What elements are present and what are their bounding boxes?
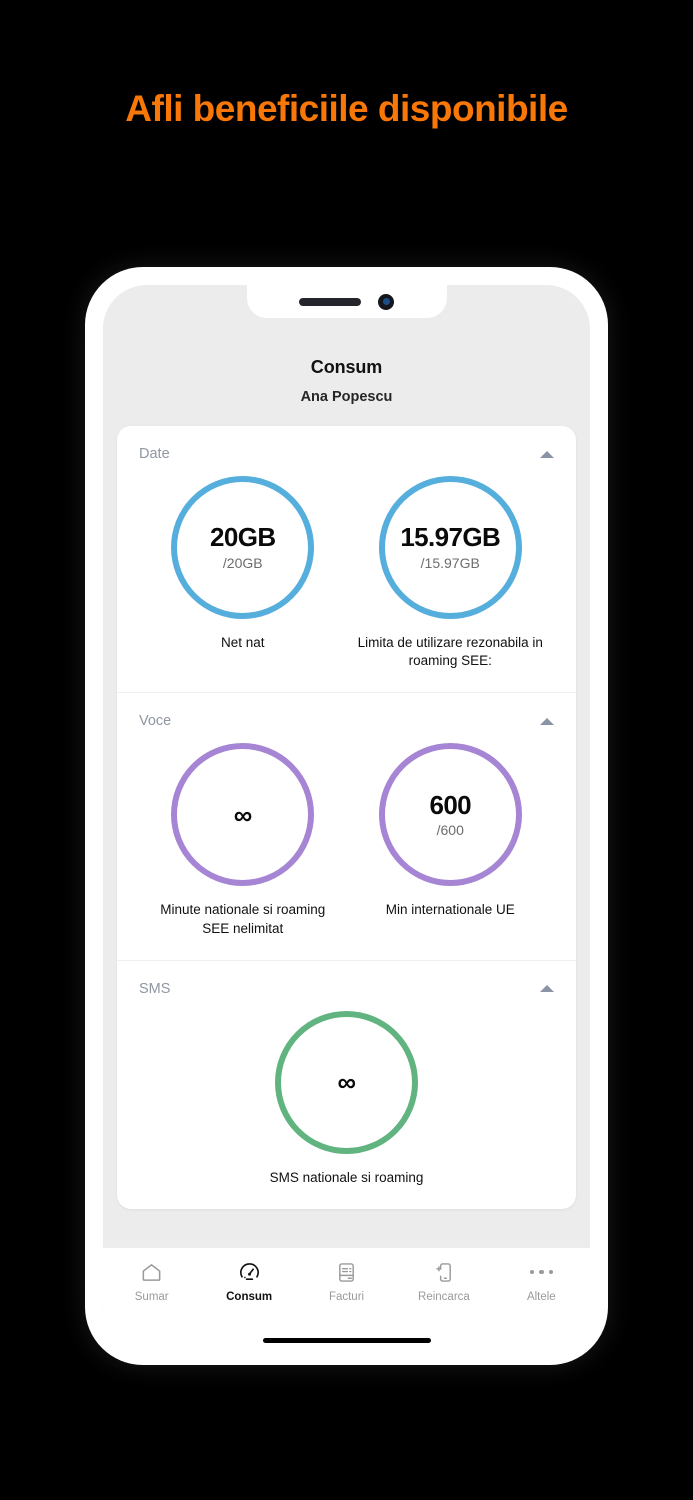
usage-value: 20GB [209, 522, 276, 553]
usage-total: /20GB [222, 554, 263, 571]
donut-item: ∞ SMS nationale si roaming [252, 1010, 442, 1187]
gauge-icon [238, 1260, 261, 1284]
usage-ring: 20GB /20GB [171, 476, 315, 619]
tab-consum[interactable]: Consum [200, 1260, 297, 1303]
section-date: Date 20GB /20GB Net nat 15.97GB [117, 426, 576, 692]
usage-label: Net nat [220, 635, 265, 650]
bottom-navigation: Sumar Consum [103, 1247, 590, 1347]
usage-ring: 600 /600 [378, 743, 522, 887]
phone-frame: Consum Ana Popescu Date 20GB /20GB Net n… [85, 267, 608, 1365]
camera-lens [382, 298, 390, 305]
chevron-up-icon[interactable] [540, 985, 554, 993]
front-camera-icon [378, 293, 394, 310]
tab-sumar[interactable]: Sumar [103, 1260, 200, 1303]
section-sms: SMS ∞ SMS nationale si roaming [117, 959, 576, 1209]
tab-label: Consum [226, 1291, 273, 1303]
usage-value: 600 [429, 789, 472, 820]
consumption-card: Date 20GB /20GB Net nat 15.97GB [117, 426, 576, 1210]
usage-ring: ∞ [275, 1010, 418, 1154]
usage-value: 15.97GB [400, 522, 501, 553]
section-title-date: Date [139, 446, 170, 462]
phone-notch [246, 285, 447, 318]
section-header-sms[interactable]: SMS [139, 981, 554, 997]
home-indicator-bar[interactable] [262, 1338, 431, 1343]
chevron-up-icon[interactable] [540, 717, 554, 725]
phone-screen: Consum Ana Popescu Date 20GB /20GB Net n… [103, 285, 590, 1347]
tab-label: Altele [526, 1291, 556, 1303]
tab-label: Facturi [328, 1291, 365, 1303]
page-title: Afli beneficiile disponibile [125, 88, 568, 129]
usage-label: SMS nationale si roaming [269, 1169, 424, 1185]
usage-value: ∞ [233, 799, 253, 830]
phone-plus-icon [433, 1260, 454, 1284]
donut-group-voce: ∞ Minute nationale si roaming SEE nelimi… [139, 729, 554, 959]
tab-reincarca[interactable]: Reincarca [395, 1260, 492, 1303]
donut-group-date: 20GB /20GB Net nat 15.97GB /15.97GB Limi… [139, 462, 554, 692]
section-title-sms: SMS [139, 980, 171, 997]
tab-label: Reincarca [418, 1291, 470, 1303]
usage-label: Minute nationale si roaming SEE nelimita… [160, 902, 326, 936]
usage-value: ∞ [337, 1067, 357, 1098]
section-header-voce[interactable]: Voce [139, 713, 554, 729]
donut-item: 20GB /20GB Net nat [148, 476, 338, 670]
tab-label: Sumar [134, 1291, 169, 1303]
donut-item: 15.97GB /15.97GB Limita de utilizare rez… [355, 476, 545, 670]
invoice-icon [336, 1260, 357, 1284]
chevron-up-icon[interactable] [540, 450, 554, 458]
more-dots-icon [529, 1260, 554, 1284]
section-title-voce: Voce [139, 713, 172, 730]
usage-total: /15.97GB [420, 554, 480, 571]
usage-total: /600 [436, 822, 464, 839]
section-header-date[interactable]: Date [139, 446, 554, 462]
usage-label: Limita de utilizare rezonabila in roamin… [357, 635, 543, 669]
home-icon [140, 1260, 163, 1284]
speaker-grille-icon [299, 297, 361, 306]
usage-ring: ∞ [171, 743, 315, 887]
usage-label: Min internationale UE [385, 902, 515, 918]
donut-group-sms: ∞ SMS nationale si roaming [139, 997, 554, 1209]
donut-item: 600 /600 Min internationale UE [355, 743, 545, 937]
tab-altele[interactable]: Altele [493, 1260, 590, 1303]
tab-facturi[interactable]: Facturi [298, 1260, 395, 1303]
usage-ring: 15.97GB /15.97GB [378, 476, 522, 619]
donut-item: ∞ Minute nationale si roaming SEE nelimi… [148, 743, 338, 937]
account-name: Ana Popescu [300, 389, 393, 405]
section-voce: Voce ∞ Minute nationale si roaming SEE n… [117, 692, 576, 959]
screen-title: Consum [310, 357, 383, 377]
